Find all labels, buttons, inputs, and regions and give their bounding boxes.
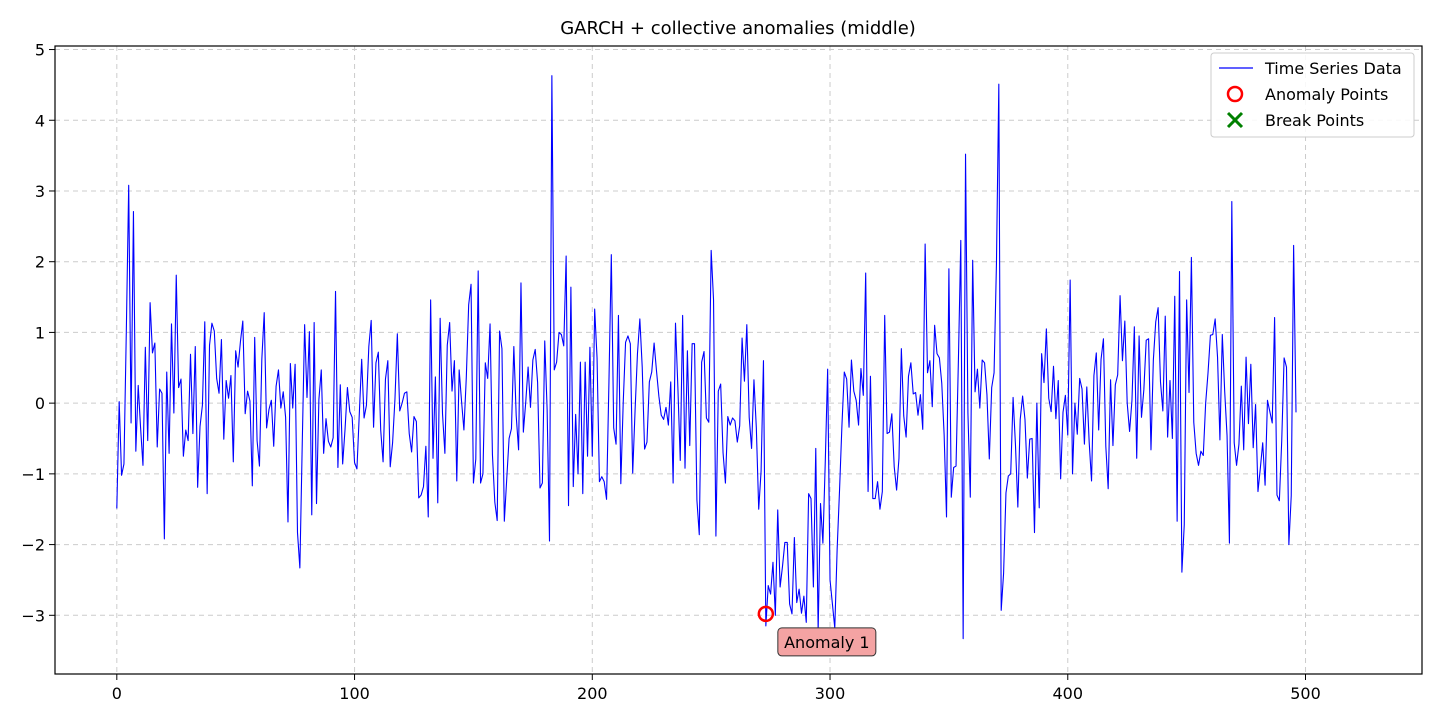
legend: Time Series Data Anomaly Points Break Poin…: [1210, 52, 1415, 138]
legend-label: Anomaly Points: [1265, 85, 1388, 104]
y-tick-label: −3: [21, 606, 45, 625]
chart-title: GARCH + collective anomalies (middle): [560, 18, 916, 39]
legend-box: [1210, 52, 1415, 138]
anomaly-layer: Anomaly 1: [757, 605, 877, 657]
y-tick-label: 5: [35, 41, 45, 60]
x-tick-label: 400: [1052, 684, 1083, 703]
plot-frame: [54, 45, 1423, 675]
y-tick-label: −2: [21, 536, 45, 555]
x-tick-label: 500: [1290, 684, 1321, 703]
y-tick-label: 0: [35, 394, 45, 413]
x-tick-label: 200: [577, 684, 608, 703]
legend-circle-icon: [1226, 85, 1244, 103]
series-line-0: [116, 75, 1297, 640]
annotation-box: [777, 627, 877, 657]
axes: 0 100 200 300 400 500 −3 −2 −1 0 1 2 3 4 5: [21, 41, 1423, 703]
y-tick-label: 1: [35, 323, 45, 342]
anomaly-point-marker: [757, 605, 775, 623]
legend-x-stroke: [1226, 111, 1244, 129]
annotation-label: Anomaly 1: [784, 633, 869, 652]
x-tick-label: 100: [339, 684, 370, 703]
series-layer: [116, 75, 1297, 640]
x-tick-label: 0: [112, 684, 122, 703]
legend-label: Break Points: [1265, 111, 1364, 130]
x-tick-label: 300: [815, 684, 846, 703]
y-tick-label: −1: [21, 465, 45, 484]
anomaly-annotation: Anomaly 1: [777, 627, 877, 657]
y-tick-label: 2: [35, 253, 45, 272]
y-tick-label: 4: [35, 111, 45, 130]
legend-x-icon: [1226, 111, 1244, 129]
legend-label: Time Series Data: [1264, 59, 1402, 78]
y-tick-label: 3: [35, 182, 45, 201]
